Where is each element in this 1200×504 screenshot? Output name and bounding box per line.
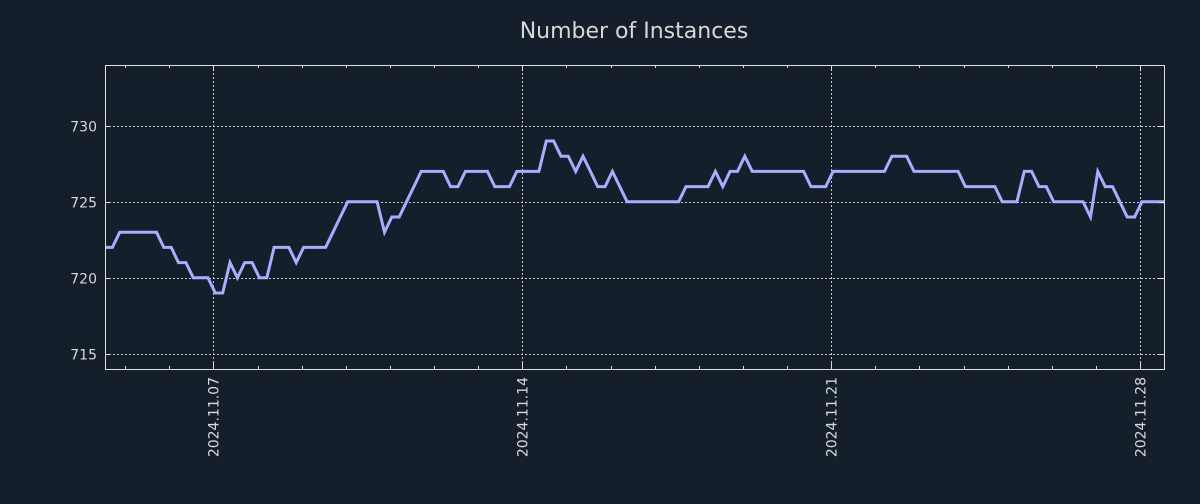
y-tick-label: 725: [70, 196, 97, 212]
plot-frame: [105, 65, 1165, 370]
y-tick-label: 715: [70, 348, 97, 364]
x-tick-label: 2024.11.14: [516, 377, 532, 457]
series-line: [105, 139, 1164, 295]
grid: [105, 65, 1164, 369]
y-tick-label: 730: [70, 120, 97, 136]
series-layer: [105, 139, 1164, 295]
chart-title: Number of Instances: [520, 19, 749, 44]
x-tick-label: 2024.11.21: [825, 377, 841, 457]
y-tick-label: 720: [70, 272, 97, 288]
x-tick-label: 2024.11.28: [1134, 377, 1150, 457]
axis-ticks: 715 720 725 730 2024.11.07 2024.11.14 2024.11.…: [70, 65, 1164, 457]
x-tick-label: 2024.11.07: [207, 377, 223, 457]
